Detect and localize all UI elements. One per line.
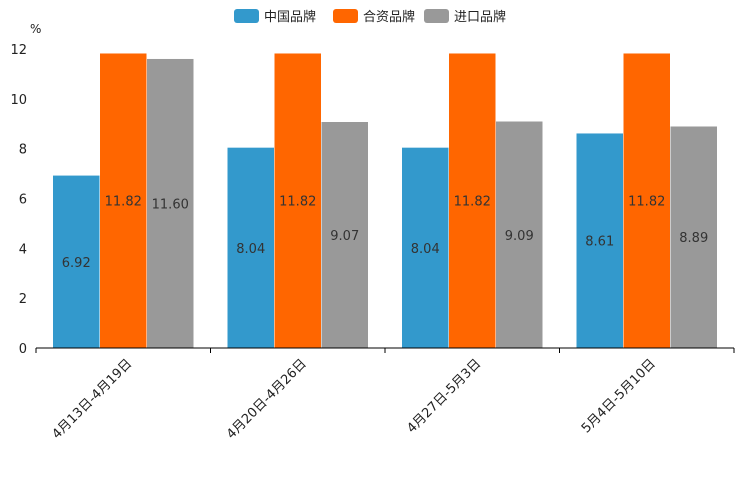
y-tick-label: 0 (19, 342, 27, 357)
data-label: 11.82 (105, 195, 142, 210)
x-axis: 4月13日-4月19日 4月20日-4月26日 4月27日-5月3日 5月4日-5月1… (35, 348, 735, 442)
bar-2-3 (449, 53, 496, 349)
legend-swatch (333, 9, 358, 23)
data-label: 9.09 (505, 229, 534, 244)
x-category-label: 4月13日-4月19日 (50, 356, 136, 442)
legend-label: 中国品牌 (264, 9, 316, 25)
legend: 中国品牌 合资品牌 进口品牌 (234, 9, 506, 25)
y-axis-unit-label: % (30, 22, 41, 36)
data-label: 11.82 (279, 195, 316, 210)
data-label: 6.92 (62, 256, 91, 271)
legend-swatch (234, 9, 259, 23)
y-tick-label: 10 (10, 93, 27, 108)
x-category-label: 4月27日-5月3日 (404, 356, 484, 436)
data-label: 11.60 (152, 197, 189, 212)
y-tick-label: 8 (19, 143, 27, 158)
y-tick-label: 4 (19, 242, 27, 257)
data-label: 8.61 (585, 235, 614, 250)
y-axis: 0 2 4 6 8 10 12 (10, 43, 27, 357)
bar-1-2 (227, 147, 274, 348)
bars (53, 53, 717, 349)
bar-3-4 (670, 126, 717, 348)
bar-1-1 (53, 175, 100, 348)
y-tick-label: 2 (19, 292, 27, 307)
data-label: 9.07 (330, 229, 359, 244)
data-label: 11.82 (454, 195, 491, 210)
data-label: 11.82 (628, 195, 665, 210)
legend-label: 进口品牌 (454, 9, 506, 25)
legend-swatch (424, 9, 449, 23)
data-label: 8.04 (411, 242, 440, 257)
data-label: 8.04 (236, 242, 265, 257)
data-labels: 6.92 11.82 11.60 8.04 11.82 9.07 8.04 11.82 9.09… (62, 195, 708, 271)
bar-2-2 (274, 53, 321, 349)
bar-3-1 (147, 58, 194, 348)
bar-3-3 (496, 121, 543, 348)
y-tick-label: 12 (10, 43, 27, 58)
bar-2-1 (100, 53, 147, 349)
bar-1-3 (402, 147, 449, 348)
bar-2-4 (623, 53, 670, 349)
bar-3-2 (321, 122, 368, 349)
y-tick-label: 6 (19, 193, 27, 208)
legend-label: 合资品牌 (363, 9, 415, 25)
data-label: 8.89 (679, 231, 708, 246)
x-category-label: 4月20日-4月26日 (224, 356, 310, 442)
x-category-label: 5月4日-5月10日 (579, 356, 659, 436)
bar-1-4 (576, 133, 623, 348)
